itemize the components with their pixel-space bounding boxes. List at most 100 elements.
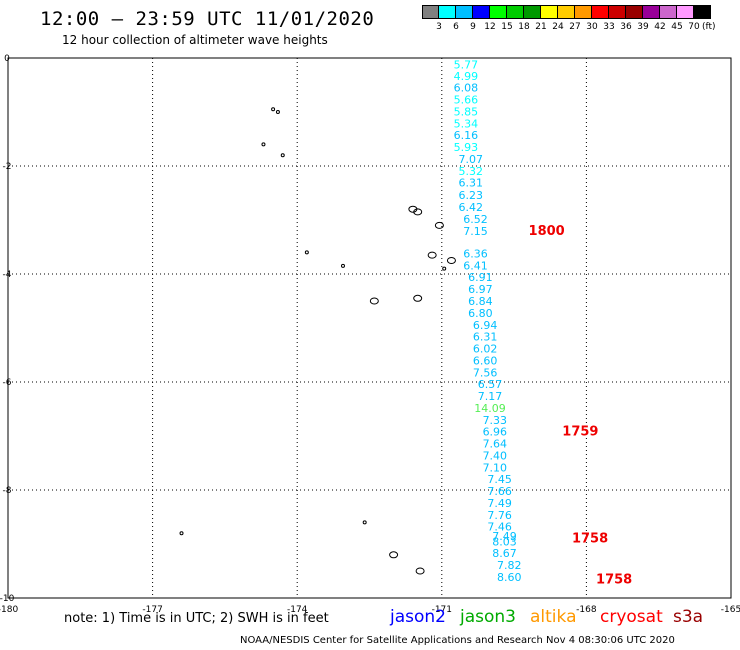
- swh-value: 5.32: [458, 165, 483, 178]
- colorbar-unit: (ft): [702, 22, 716, 32]
- y-tick-label: -8: [3, 486, 12, 496]
- footnote: note: 1) Time is in UTC; 2) SWH is in fe…: [64, 611, 329, 626]
- x-tick-label: -171: [432, 605, 452, 615]
- swh-value: 6.36: [463, 247, 488, 260]
- swh-value: 5.66: [454, 94, 479, 107]
- swh-value: 7.46: [487, 521, 512, 534]
- swh-value: 6.97: [468, 283, 493, 296]
- swh-value: 7.76: [487, 509, 512, 522]
- island: [304, 250, 309, 255]
- colorbar-swatch: [626, 5, 643, 19]
- colorbar-label: 21: [535, 22, 547, 32]
- time-label: 1800: [529, 224, 565, 239]
- swh-value: 14.09: [474, 402, 506, 415]
- y-tick-label: 0: [4, 54, 10, 64]
- y-tick-label: -2: [3, 162, 12, 172]
- colorbar-swatch: [524, 5, 541, 19]
- island: [415, 567, 425, 575]
- colorbar-swatch: [439, 5, 456, 19]
- colorbar-label: 9: [470, 22, 476, 32]
- swh-value: 7.64: [483, 438, 508, 451]
- swh-data-labels: 5.774.996.085.665.855.346.165.937.075.32…: [454, 58, 522, 583]
- chart-title: 12:00 – 23:59 UTC 11/01/2020: [40, 8, 375, 30]
- swh-value: 7.10: [483, 461, 508, 474]
- colorbar-label: 15: [501, 22, 513, 32]
- swh-value: 6.31: [458, 177, 483, 190]
- island: [413, 294, 423, 302]
- swh-value: 6.23: [458, 189, 483, 202]
- island: [340, 263, 345, 268]
- swh-value: 7.66: [487, 485, 512, 498]
- swh-value: 6.94: [473, 319, 498, 332]
- swh-value: 7.15: [463, 225, 488, 238]
- colorbar-swatch: [490, 5, 507, 19]
- axis-tick-labels: -180 -177 -174 -171 -168 -165 0 -2 -4 -6 -8 -10: [0, 54, 740, 615]
- colorbar-swatch: [456, 5, 473, 19]
- colorbar-swatch: [677, 5, 694, 19]
- plot-axes: [7, 57, 732, 599]
- credit-line: NOAA/NESDIS Center for Satellite Applica…: [240, 635, 675, 646]
- colorbar-label: 42: [654, 22, 666, 32]
- colorbar-label: 45: [671, 22, 683, 32]
- island: [413, 208, 423, 216]
- colorbar-swatch: [643, 5, 660, 19]
- island-outlines: [179, 107, 456, 575]
- island: [389, 551, 399, 559]
- legend-s3a: s3a: [673, 607, 704, 627]
- colorbar-frame: [422, 5, 711, 19]
- swh-value: 6.91: [468, 271, 493, 284]
- grid-lines: [8, 58, 731, 598]
- legend-jason2: jason2: [390, 607, 446, 627]
- swh-value: 5.93: [454, 141, 479, 154]
- island: [434, 221, 444, 229]
- swh-value: 5.77: [454, 58, 479, 71]
- time-label: 1759: [562, 425, 598, 440]
- swh-value: 5.85: [454, 105, 479, 118]
- swh-value: 6.42: [458, 201, 483, 214]
- swh-value: 7.07: [458, 153, 483, 166]
- x-tick-label: -165: [721, 605, 740, 615]
- time-label: 1758: [572, 532, 608, 547]
- swh-value: 6.80: [468, 307, 493, 320]
- swh-value: 8.03: [492, 535, 517, 548]
- island: [280, 153, 285, 158]
- swh-value: 7.82: [497, 559, 522, 572]
- x-tick-label: -177: [142, 605, 162, 615]
- island: [179, 531, 184, 536]
- swh-value: 8.60: [497, 571, 522, 584]
- swh-value: 7.33: [483, 414, 508, 427]
- legend-altika: altika: [530, 607, 577, 627]
- island: [271, 107, 276, 112]
- swh-value: 7.49: [487, 497, 512, 510]
- island: [427, 251, 437, 259]
- swh-value: 7.56: [473, 366, 498, 379]
- swh-value: 6.02: [473, 343, 498, 356]
- plot-frame: [7, 57, 732, 599]
- swh-value: 8.67: [492, 547, 517, 560]
- swh-value: 6.57: [478, 378, 503, 391]
- colorbar-label: 3: [436, 22, 442, 32]
- x-tick-label: -180: [0, 605, 18, 615]
- colorbar-label: 24: [552, 22, 564, 32]
- colorbar-swatch: [592, 5, 609, 19]
- colorbar-swatch: [422, 5, 439, 19]
- colorbar-swatch: [473, 5, 490, 19]
- x-tick-label: -168: [576, 605, 597, 615]
- colorbar-label: 33: [603, 22, 615, 32]
- swh-value: 6.60: [473, 354, 498, 367]
- colorbar-swatch: [575, 5, 592, 19]
- time-label: 1758: [596, 573, 632, 588]
- swh-value: 7.17: [478, 390, 503, 403]
- colorbar-swatch: [660, 5, 677, 19]
- swh-value: 7.45: [487, 473, 512, 486]
- colorbar-label: 36: [620, 22, 632, 32]
- y-tick-label: -10: [0, 594, 15, 604]
- island: [369, 297, 379, 305]
- colorbar-label: 70: [688, 22, 700, 32]
- swh-value: 6.31: [473, 331, 498, 344]
- colorbar-label: 39: [637, 22, 649, 32]
- island: [362, 520, 367, 525]
- colorbar-label: 6: [453, 22, 459, 32]
- legend-jason3: jason3: [460, 607, 516, 627]
